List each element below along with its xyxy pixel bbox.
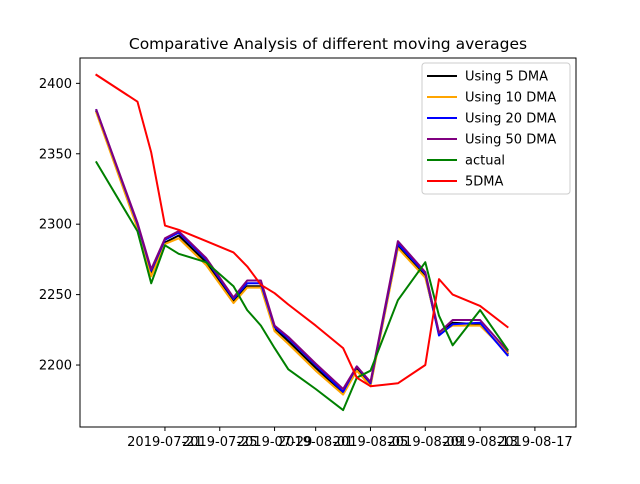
legend: Using 5 DMA Using 10 DMA Using 20 DMA Using…: [421, 62, 571, 195]
y-tick-label: 2200: [39, 359, 72, 374]
legend-label: Using 50 DMA: [465, 133, 556, 148]
legend-label: 5DMA: [465, 175, 503, 190]
x-tick-label: 2019-07-29: [237, 435, 313, 450]
y-tick-label: 2400: [39, 77, 72, 92]
legend-box: [421, 62, 571, 195]
legend-items: Using 5 DMA Using 10 DMA Using 20 DMA Using…: [427, 70, 556, 190]
x-tick-label: 2019-07-25: [182, 435, 258, 450]
legend-label: Using 5 DMA: [465, 70, 548, 85]
y-tick-label: 2350: [39, 147, 72, 162]
series-layer: [95, 73, 509, 412]
series-line-4: [95, 160, 509, 412]
x-tick-label: 2019-08-17: [497, 435, 573, 450]
x-tick-label: 2019-08-01: [278, 435, 354, 450]
x-axis: 2019-07-212019-07-252019-07-292019-08-01…: [127, 427, 573, 450]
y-axis: 2200 2250 2300 2350 2400: [39, 77, 80, 374]
y-tick-label: 2250: [39, 288, 72, 303]
series-line-5: [95, 73, 509, 388]
chart-title: Comparative Analysis of different moving…: [129, 35, 527, 53]
x-tick-label: 2019-08-09: [388, 435, 464, 450]
x-tick-label: 2019-08-13: [442, 435, 518, 450]
x-tick-label: 2019-07-21: [127, 435, 203, 450]
legend-label: Using 10 DMA: [465, 91, 556, 106]
legend-label: Using 20 DMA: [465, 112, 556, 127]
y-tick-label: 2300: [39, 218, 72, 233]
plot-frame: [79, 57, 577, 428]
x-tick-label: 2019-08-05: [333, 435, 409, 450]
legend-label: actual: [465, 154, 505, 169]
